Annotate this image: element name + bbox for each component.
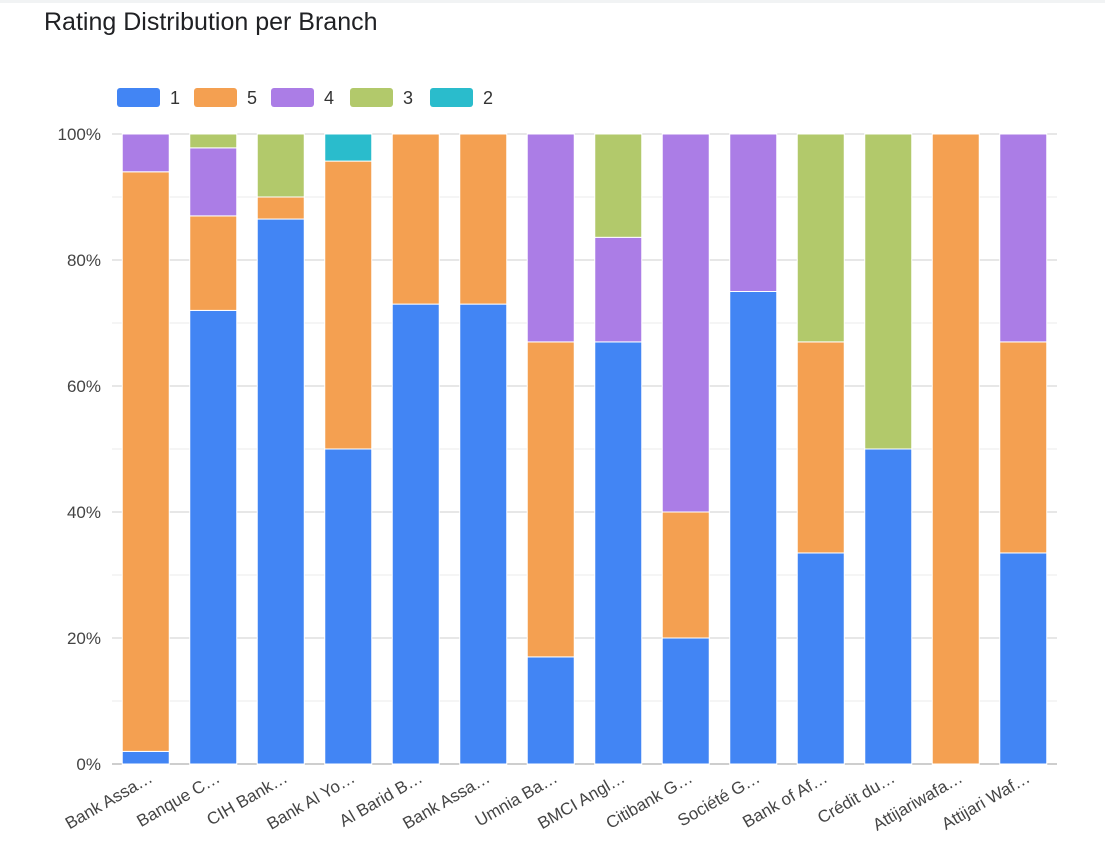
legend-swatch-rating-2[interactable]: [430, 88, 473, 107]
legend-label-rating-4[interactable]: 4: [324, 88, 334, 108]
bar-segment-rating-1[interactable]: [864, 448, 913, 765]
bar-segment-rating-1[interactable]: [796, 552, 845, 765]
legend-label-rating-5[interactable]: 5: [247, 88, 257, 108]
bar-segment-rating-5[interactable]: [526, 341, 575, 658]
bar-segment-rating-2[interactable]: [324, 133, 373, 162]
legend-swatch-rating-3[interactable]: [350, 88, 393, 107]
bar-segment-rating-4[interactable]: [729, 133, 778, 292]
bar-segment-rating-1[interactable]: [526, 656, 575, 765]
top-divider: [0, 0, 1105, 3]
y-tick-label: 20%: [67, 629, 101, 648]
bar-segment-rating-5[interactable]: [121, 171, 170, 752]
legend-swatch-rating-1[interactable]: [117, 88, 160, 107]
bar-segment-rating-1[interactable]: [189, 309, 238, 765]
legend-swatch-rating-5[interactable]: [194, 88, 237, 107]
y-tick-label: 80%: [67, 251, 101, 270]
bar-segment-rating-3[interactable]: [189, 133, 238, 149]
y-tick-label: 100%: [58, 125, 101, 144]
bar-segment-rating-3[interactable]: [864, 133, 913, 450]
bar-segment-rating-5[interactable]: [256, 196, 305, 220]
legend-label-rating-2[interactable]: 2: [483, 88, 493, 108]
legend-label-rating-1[interactable]: 1: [170, 88, 180, 108]
bar-segment-rating-5[interactable]: [189, 215, 238, 311]
bar-segment-rating-1[interactable]: [661, 637, 710, 765]
bar-segment-rating-4[interactable]: [189, 147, 238, 217]
bar-segment-rating-1[interactable]: [459, 303, 508, 765]
bar-segment-rating-1[interactable]: [594, 341, 643, 765]
bar-segment-rating-3[interactable]: [796, 133, 845, 343]
y-tick-label: 60%: [67, 377, 101, 396]
bar-segment-rating-1[interactable]: [729, 291, 778, 765]
bar-segment-rating-4[interactable]: [121, 133, 170, 173]
legend-label-rating-3[interactable]: 3: [403, 88, 413, 108]
bar-segment-rating-1[interactable]: [391, 303, 440, 765]
bar-segment-rating-3[interactable]: [256, 133, 305, 198]
legend-swatch-rating-4[interactable]: [271, 88, 314, 107]
y-tick-label: 40%: [67, 503, 101, 522]
bar-segment-rating-1[interactable]: [121, 750, 170, 765]
chart-title: Rating Distribution per Branch: [44, 8, 378, 36]
bar-segment-rating-5[interactable]: [796, 341, 845, 554]
bar-segment-rating-1[interactable]: [256, 218, 305, 765]
bar-segment-rating-1[interactable]: [999, 552, 1048, 765]
bar-segment-rating-1[interactable]: [324, 448, 373, 765]
bar-segment-rating-3[interactable]: [594, 133, 643, 238]
bar-segment-rating-4[interactable]: [999, 133, 1048, 343]
bar-segment-rating-4[interactable]: [661, 133, 710, 513]
bar-segment-rating-5[interactable]: [324, 160, 373, 450]
bar-segment-rating-5[interactable]: [391, 133, 440, 305]
y-tick-label: 0%: [76, 755, 101, 774]
bar-segment-rating-5[interactable]: [999, 341, 1048, 554]
bar-segment-rating-4[interactable]: [594, 236, 643, 343]
bar-segment-rating-5[interactable]: [931, 133, 980, 765]
bar-segment-rating-5[interactable]: [459, 133, 508, 305]
bar-segment-rating-4[interactable]: [526, 133, 575, 343]
bar-segment-rating-5[interactable]: [661, 511, 710, 639]
